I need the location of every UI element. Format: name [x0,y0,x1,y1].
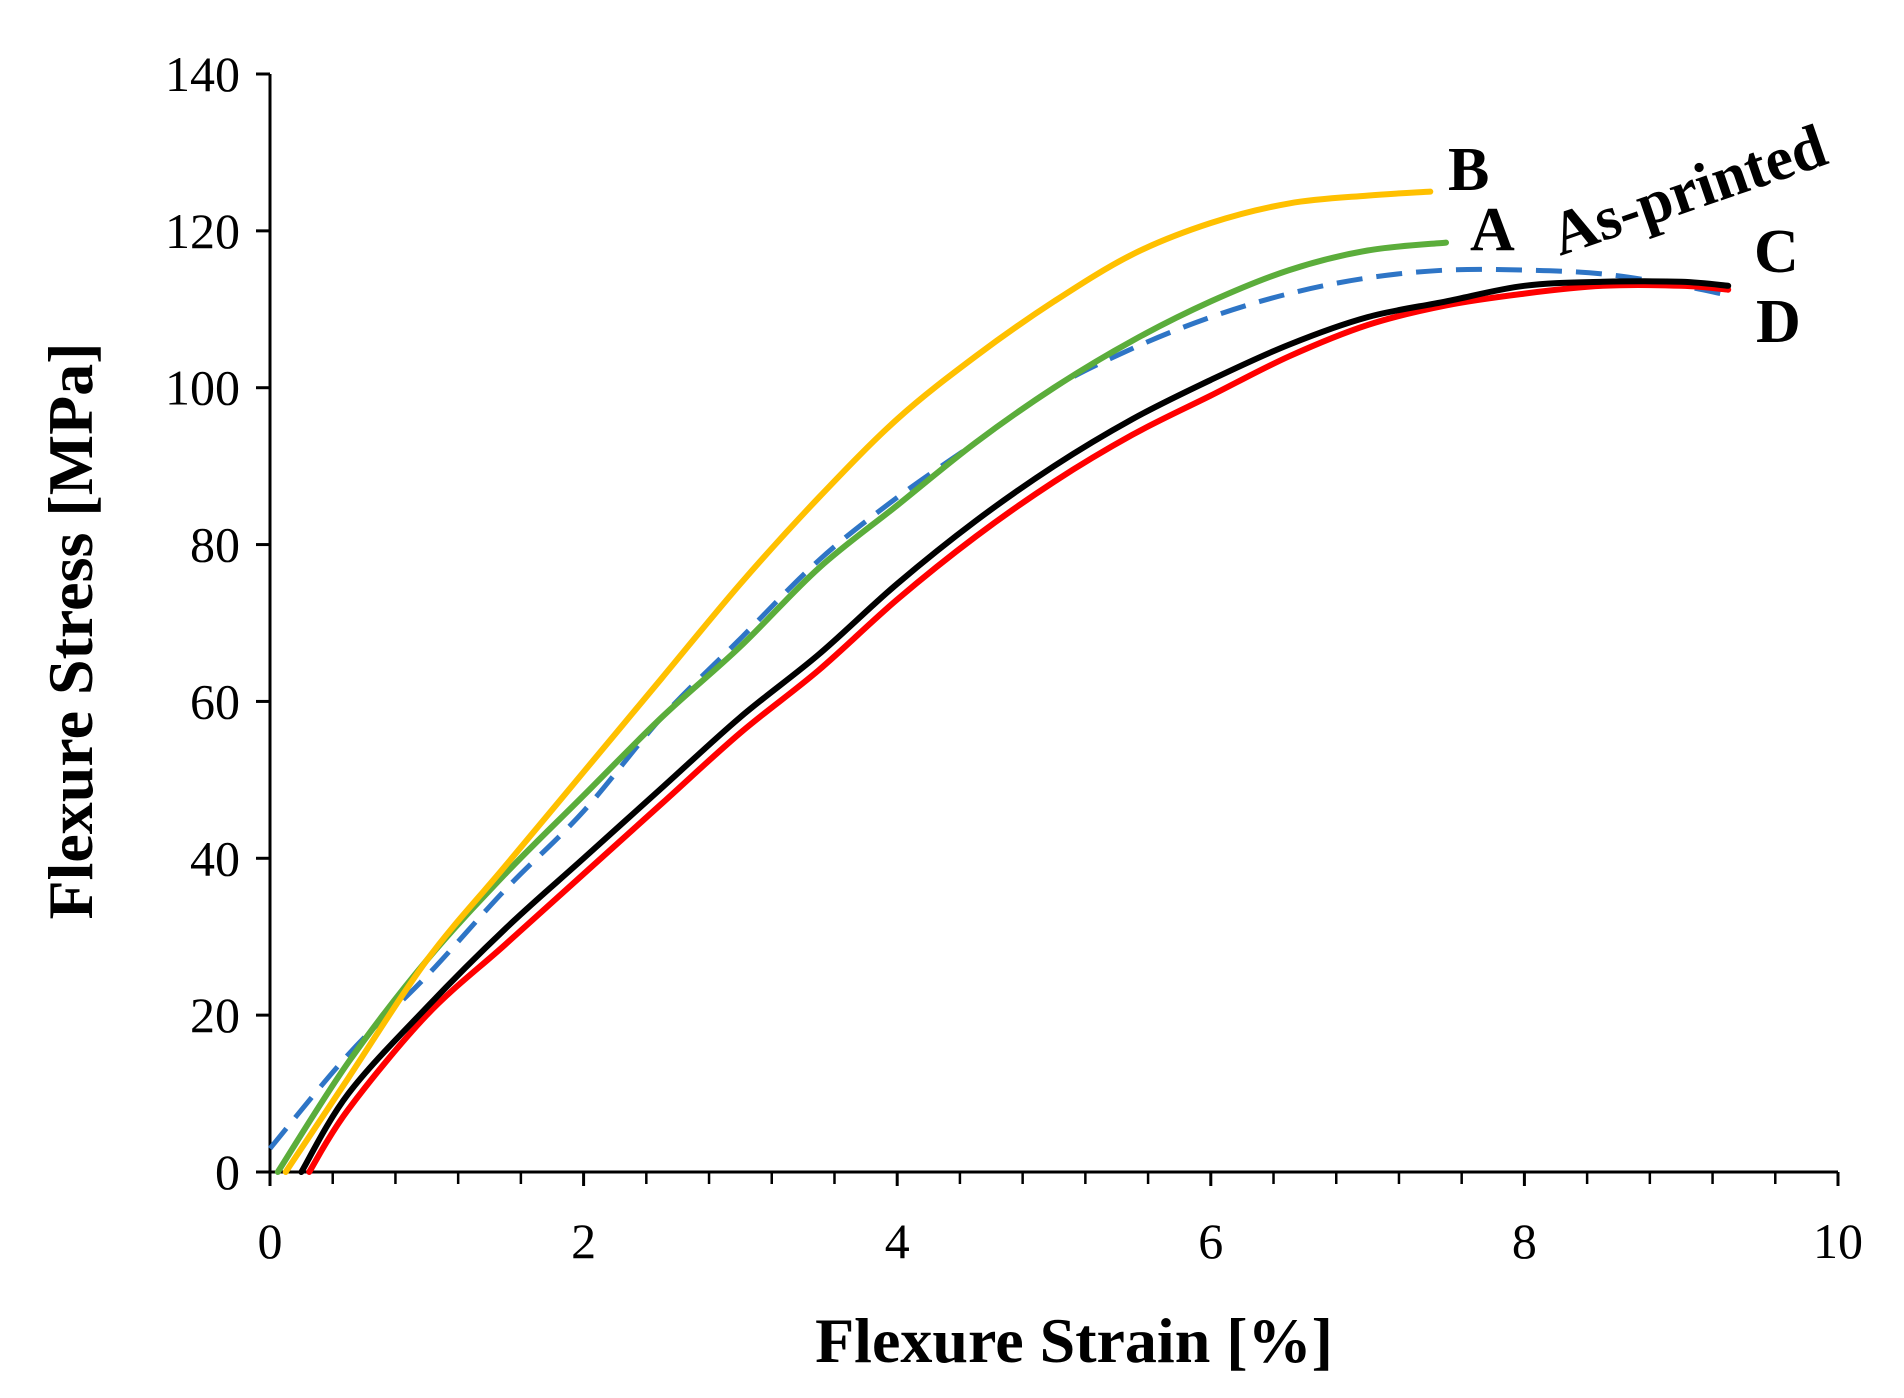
series-line-a [274,239,1449,1175]
x-tick-label: 10 [1813,1213,1863,1269]
series-line-as-printed [268,266,1721,1151]
series-line-c [298,278,1732,1175]
y-tick-label: 0 [215,1144,240,1200]
y-tick-label: 40 [190,830,240,886]
y-tick-label: 80 [190,517,240,573]
x-tick-label: 4 [885,1213,910,1269]
series-lines [268,188,1732,1175]
x-tick-label: 6 [1198,1213,1223,1269]
series-label-a: A [1470,196,1515,264]
x-tick-label: 0 [258,1213,283,1269]
series-line-d [306,282,1732,1175]
y-tick-label: 60 [190,673,240,729]
y-tick-label: 20 [190,987,240,1043]
y-tick-label: 140 [165,46,240,102]
x-tick-label: 2 [571,1213,596,1269]
axes: 0 20 40 60 80 100 120 140 0 2 4 6 8 10 [165,46,1863,1269]
x-axis-title: Flexure Strain [%] [815,1305,1333,1376]
series-label-d: D [1756,288,1801,356]
series-label-b: B [1448,136,1489,204]
series-label-c: C [1754,218,1799,286]
y-tick-label: 100 [165,360,240,416]
series-line-b [282,188,1434,1175]
y-tick-label: 120 [165,203,240,259]
x-tick-label: 8 [1512,1213,1537,1269]
series-labels: B A As-printed C D [1448,112,1835,356]
y-axis-title: Flexure Stress [MPa] [35,342,106,919]
